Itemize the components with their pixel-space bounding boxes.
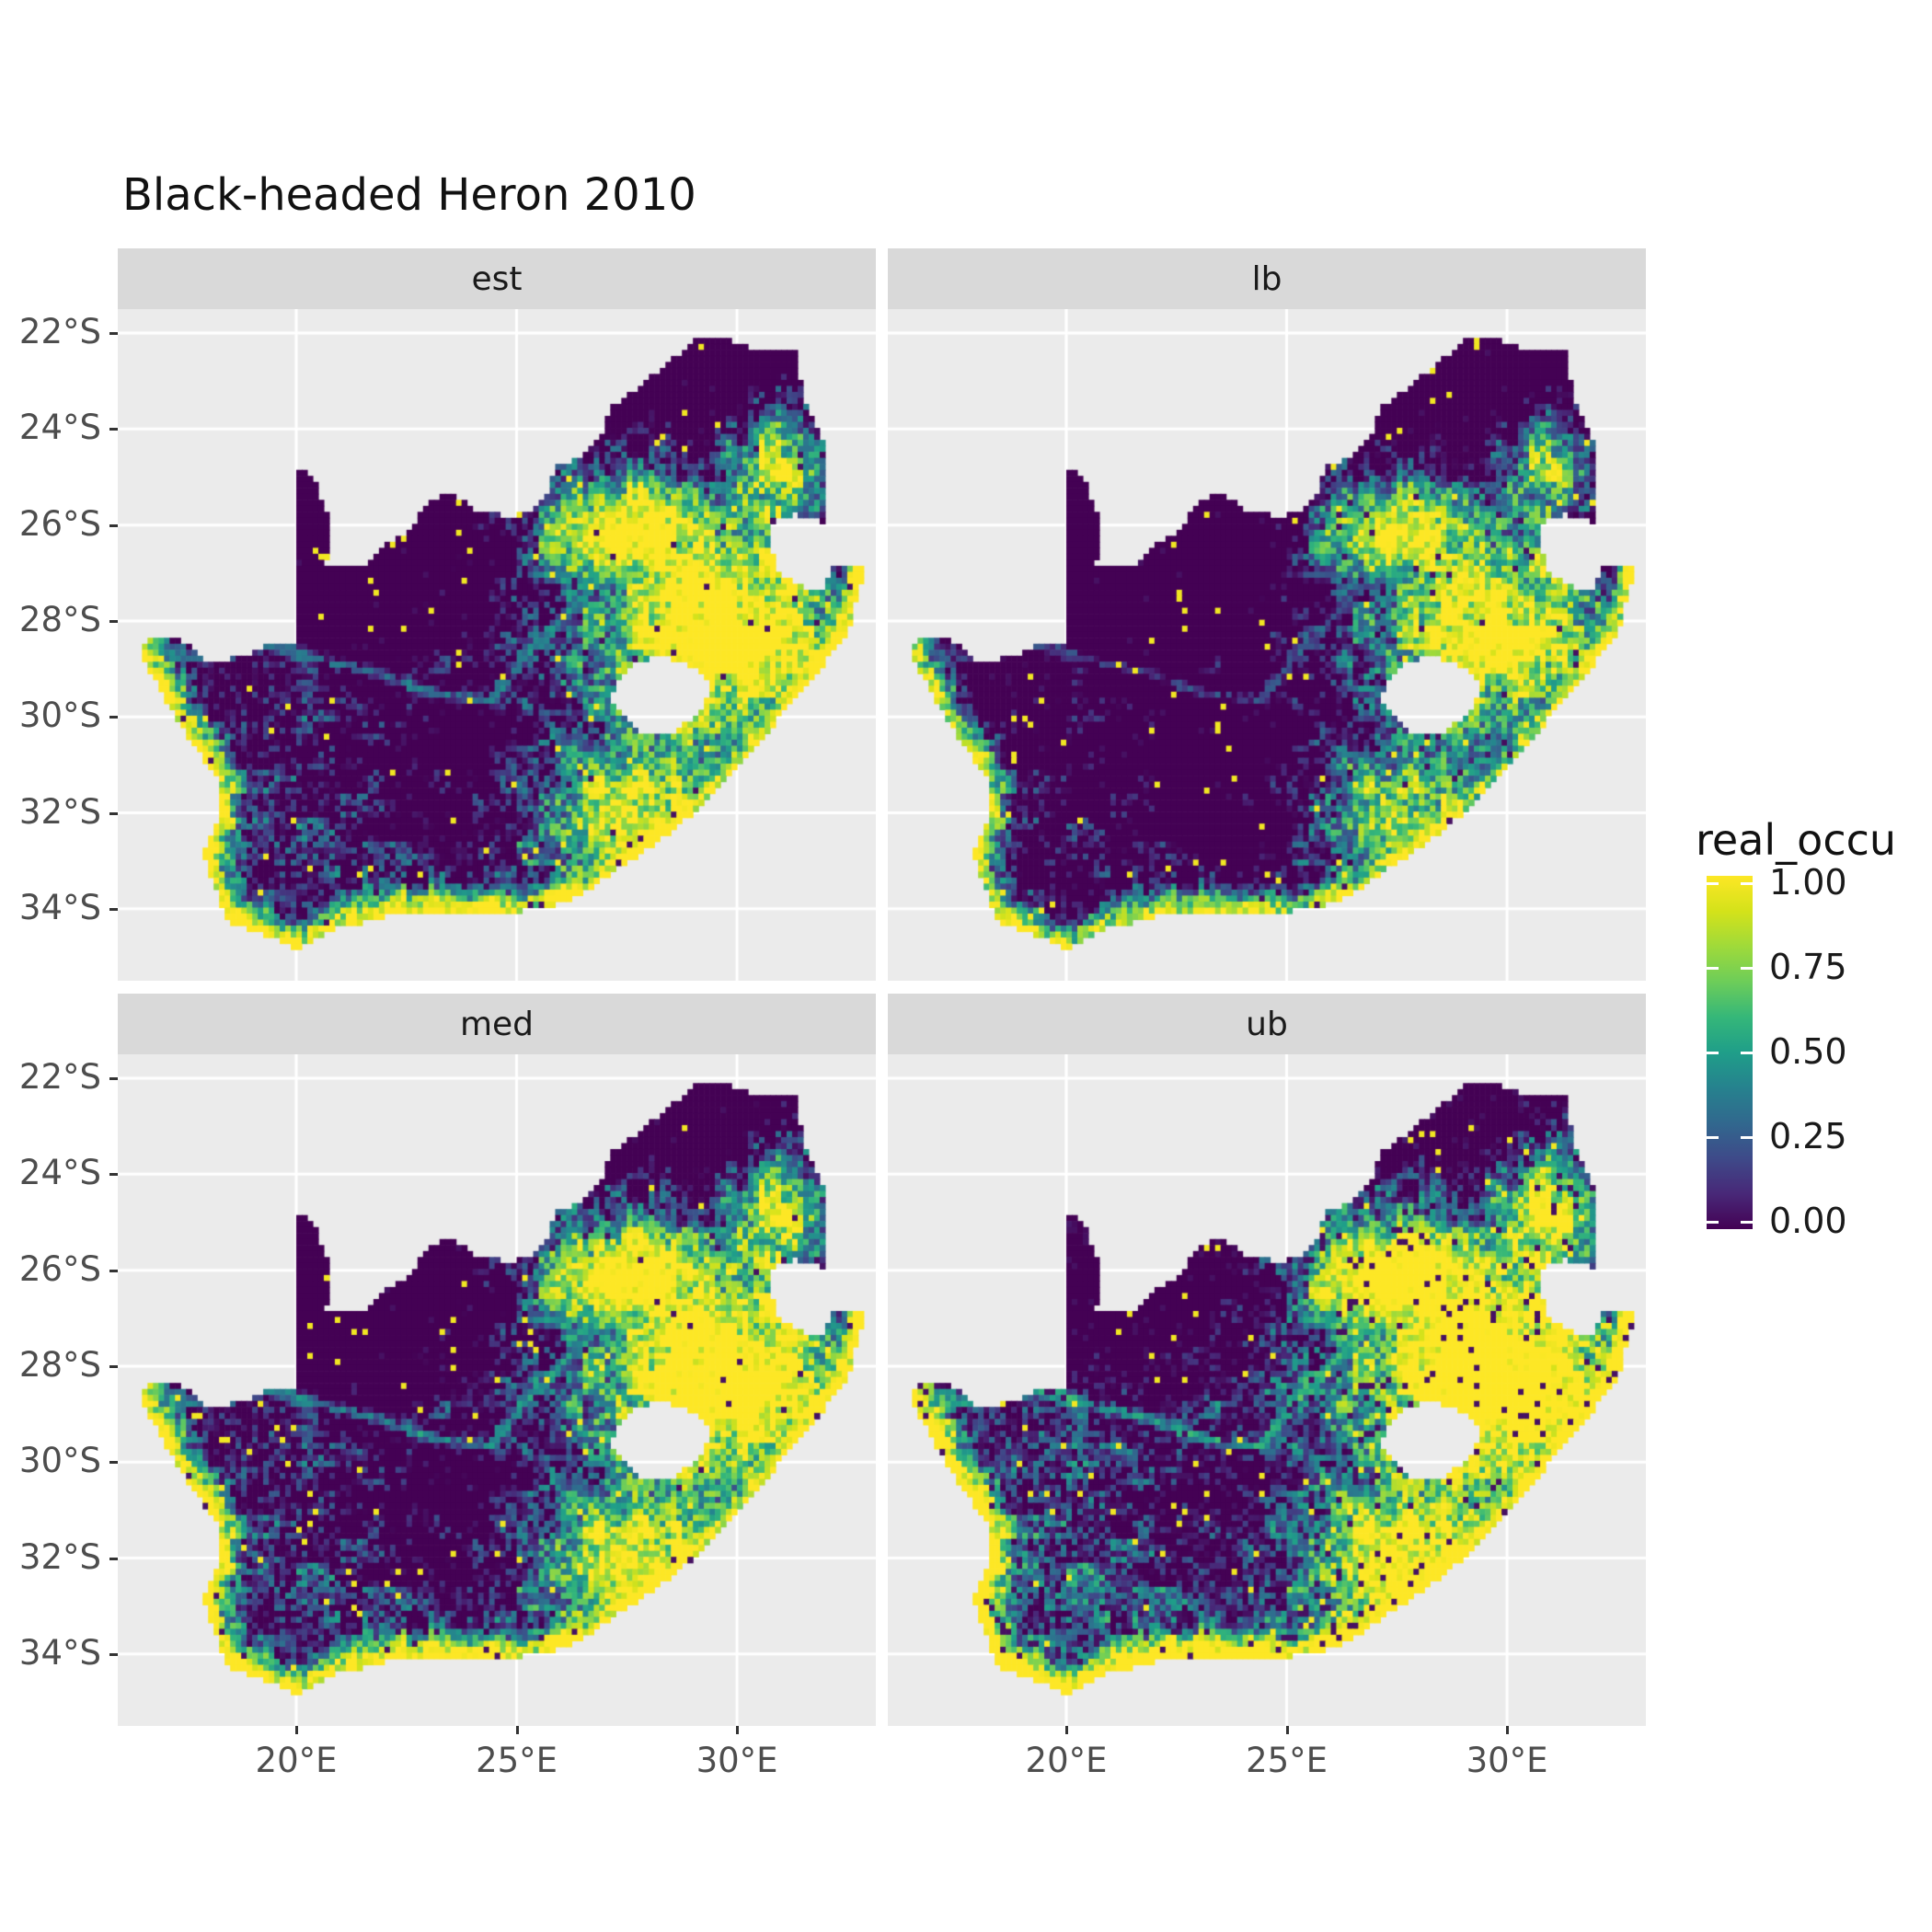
y-axis-tick-label: 28°S [18,1344,101,1385]
x-axis-tick-label: 20°E [255,1741,338,1780]
legend-tick-mark [1707,1136,1719,1139]
y-axis-tick-label: 30°S [18,696,101,736]
y-axis-tick-mark [109,907,118,911]
y-axis-tick-label: 32°S [18,791,101,832]
facet-strip-label: est [471,259,523,298]
y-axis-tick-label: 22°S [18,1057,101,1098]
legend-tick-mark [1707,882,1719,885]
y-axis-tick-mark [109,716,118,719]
y-axis-tick-mark [109,332,118,336]
legend-tick-mark [1741,1221,1753,1224]
x-axis-tick-label: 25°E [1246,1741,1328,1780]
y-axis-tick-mark [109,1269,118,1272]
y-axis-tick-label: 34°S [18,887,101,927]
y-axis-tick-mark [109,811,118,815]
y-axis-tick-label: 26°S [18,1248,101,1289]
x-axis-tick-mark [515,1726,519,1734]
y-axis-tick-mark [109,1364,118,1368]
y-axis-tick-label: 32°S [18,1536,101,1577]
map-panel-est [118,309,876,981]
y-axis-tick-mark [109,1173,118,1177]
facet-strip-med: med [118,994,876,1054]
y-axis-tick-label: 30°S [18,1441,101,1481]
y-axis-tick-label: 28°S [18,599,101,639]
facet-strip-label: med [459,1005,535,1043]
legend-tick-mark [1707,967,1719,970]
y-axis-tick-mark [109,1461,118,1465]
facet-strip-label: lb [1251,259,1282,298]
legend-tick-label: 0.75 [1769,947,1847,987]
x-axis-tick-label: 30°E [696,1741,778,1780]
y-axis-tick-mark [109,1557,118,1560]
legend-tick-mark [1741,1052,1753,1054]
y-axis-tick-label: 24°S [18,1153,101,1193]
legend-tick-label: 1.00 [1769,862,1847,903]
legend-tick-mark [1741,882,1753,885]
x-axis-tick-mark [1065,1726,1069,1734]
x-axis-tick-label: 20°E [1025,1741,1108,1780]
legend-tick-label: 0.00 [1769,1201,1847,1241]
x-axis-tick-label: 25°E [476,1741,558,1780]
y-axis-tick-mark [109,1652,118,1656]
map-panel-lb [888,309,1646,981]
x-axis-tick-mark [1285,1726,1289,1734]
legend-tick-mark [1741,967,1753,970]
x-axis-tick-mark [736,1726,740,1734]
facet-strip-lb: lb [888,248,1646,309]
x-axis-tick-mark [295,1726,299,1734]
y-axis-tick-label: 24°S [18,408,101,448]
facet-strip-label: ub [1246,1005,1288,1043]
x-axis-tick-label: 30°E [1466,1741,1548,1780]
legend-tick-label: 0.50 [1769,1031,1847,1072]
y-axis-tick-mark [109,619,118,623]
map-panel-ub [888,1054,1646,1726]
y-axis-tick-mark [109,1077,118,1081]
chart-title: Black-headed Heron 2010 [122,169,696,221]
x-axis-tick-mark [1506,1726,1510,1734]
legend-tick-label: 0.25 [1769,1116,1847,1156]
y-axis-tick-mark [109,428,118,431]
y-axis-tick-label: 22°S [18,312,101,352]
legend-title: real_occu [1696,815,1897,865]
facet-strip-est: est [118,248,876,309]
map-panel-med [118,1054,876,1726]
facet-strip-ub: ub [888,994,1646,1054]
legend-tick-mark [1707,1221,1719,1224]
y-axis-tick-mark [109,523,118,527]
y-axis-tick-label: 26°S [18,503,101,544]
legend-tick-mark [1707,1052,1719,1054]
y-axis-tick-label: 34°S [18,1632,101,1673]
legend-tick-mark [1741,1136,1753,1139]
